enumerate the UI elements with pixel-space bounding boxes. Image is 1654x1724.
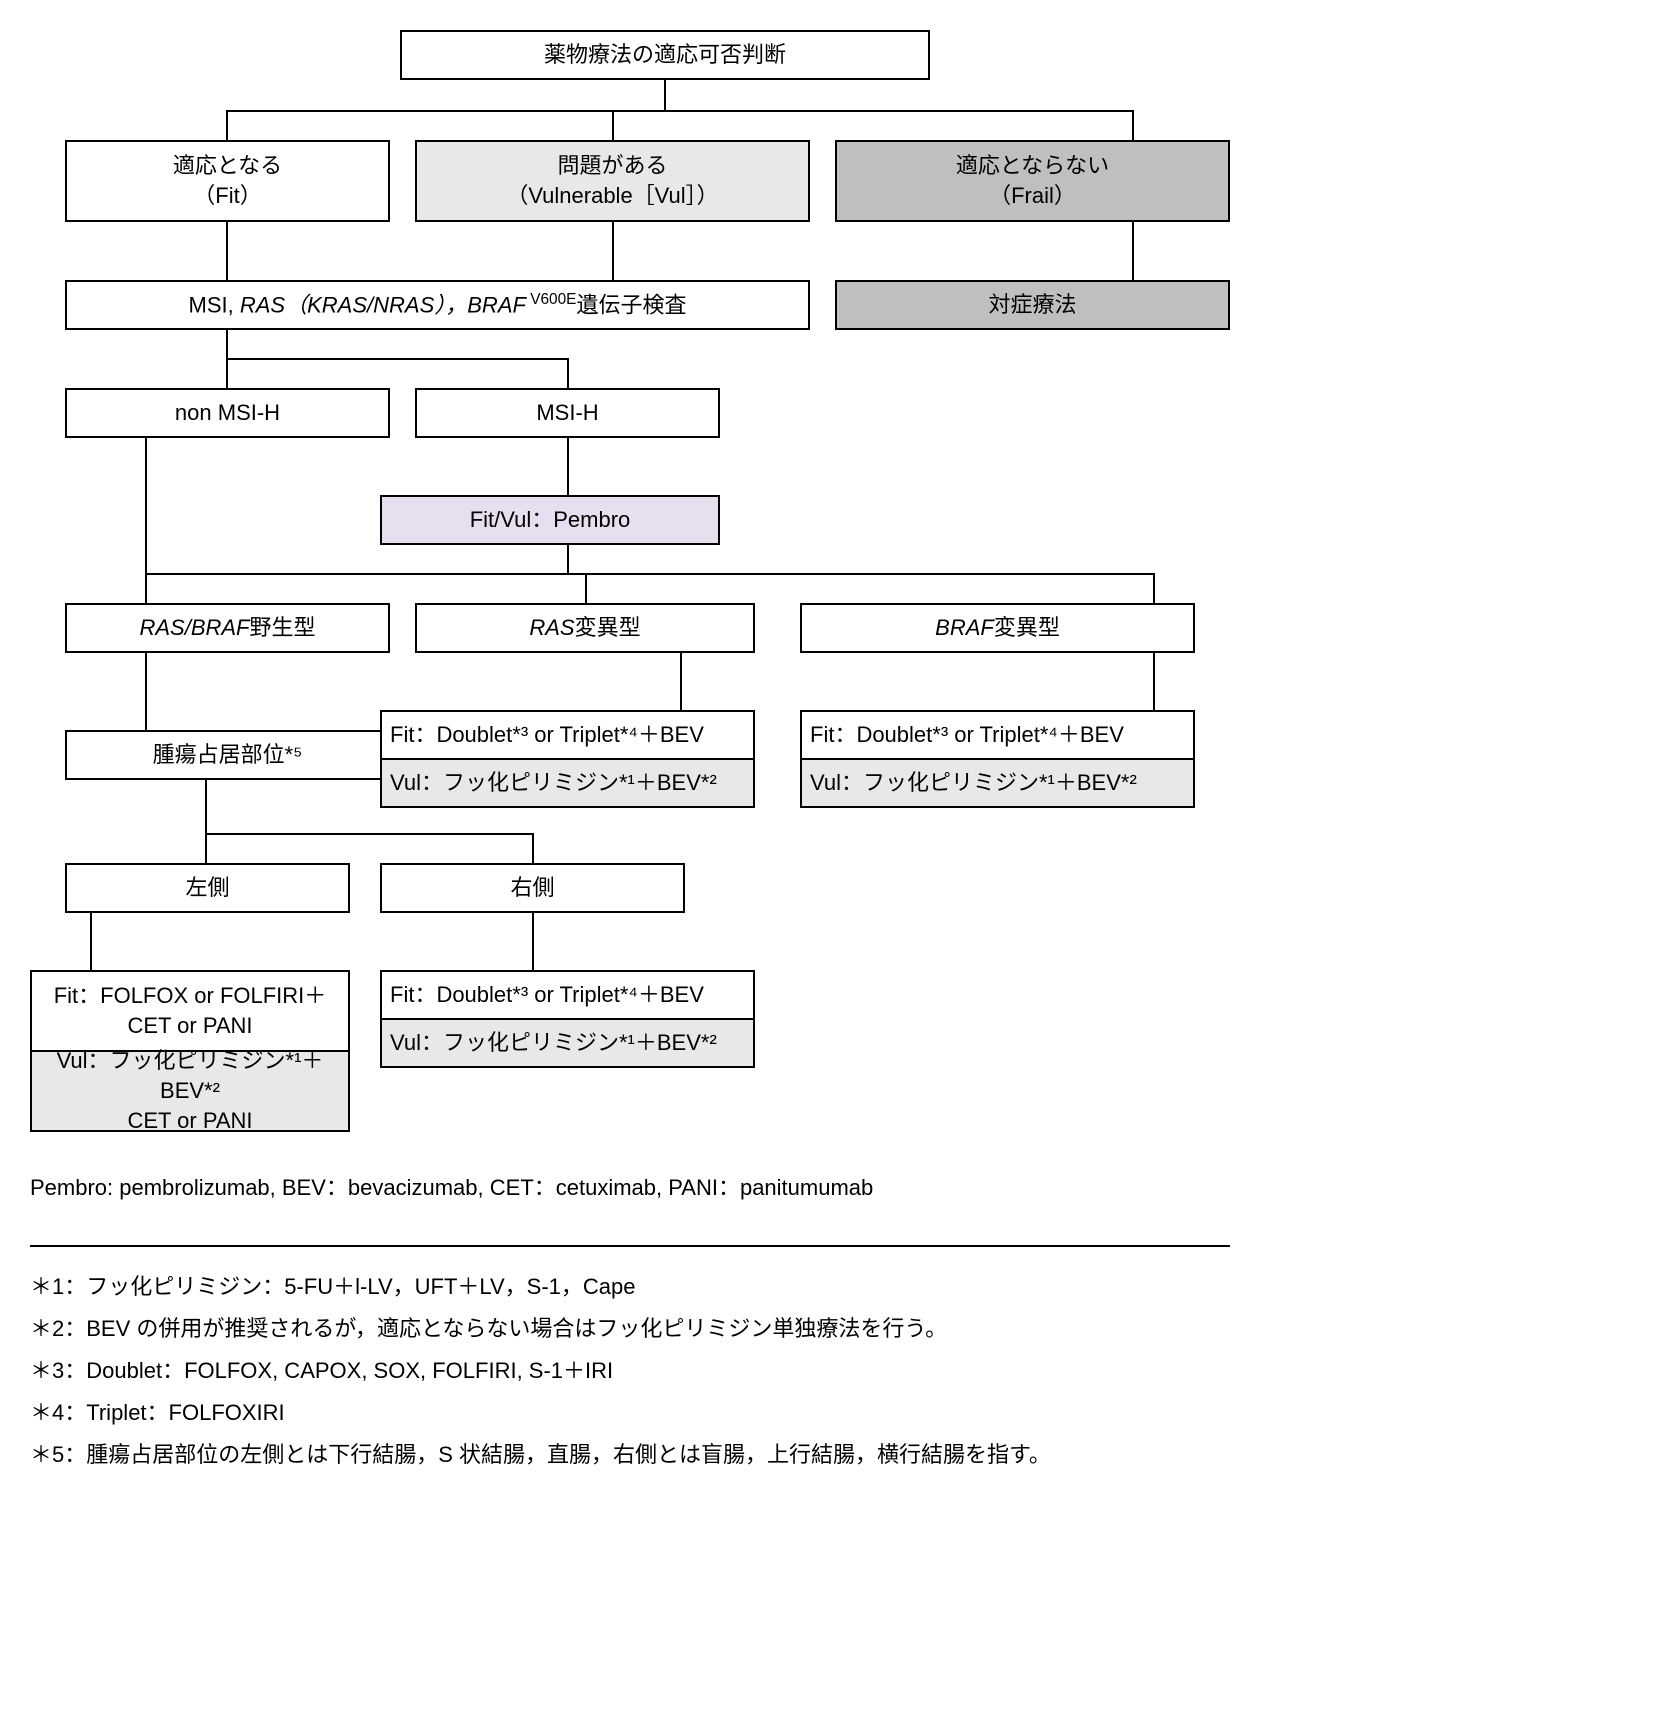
edge [205, 780, 207, 863]
footnote-5: ＊5：腫瘍占居部位の左側とは下行結腸，S 状結腸，直腸，右側とは盲腸，上行結腸，… [30, 1438, 1051, 1472]
right-fit-label: Fit：Doublet*³ or Triplet*⁴＋BEV [390, 980, 704, 1010]
edge [664, 80, 666, 110]
node-vul-l1: 問題がある [506, 151, 718, 181]
gene-pre: MSI, [189, 292, 240, 317]
node-ras-vul: Vul：フッ化ピリミジン*¹＋BEV*² [380, 758, 755, 808]
edge [612, 222, 614, 280]
flowchart-canvas: 薬物療法の適応可否判断 適応となる （Fit） 問題がある （Vulnerabl… [30, 30, 1624, 1694]
edge [145, 653, 147, 730]
footnote-1: ＊1：フッ化ピリミジン：5-FU＋l-LV，UFT＋LV，S-1，Cape [30, 1270, 636, 1304]
node-vul-l2: （Vulnerable［Vul］） [506, 181, 718, 211]
node-frail-l1: 適応とならない [956, 151, 1109, 181]
gene-ital: RAS（KRAS/NRAS），BRAF [240, 292, 526, 317]
pembro-label: Fit/Vul：Pembro [470, 505, 631, 535]
node-braf-mut: BRAF変異型 [800, 603, 1195, 653]
node-non-msi-h: non MSI-H [65, 388, 390, 438]
braf-fit-label: Fit：Doublet*³ or Triplet*⁴＋BEV [810, 720, 1124, 750]
edge [226, 222, 228, 280]
node-palliative: 対症療法 [835, 280, 1230, 330]
gene-sup: V600E [526, 291, 577, 308]
edge [532, 833, 534, 863]
node-left-vul: Vul：フッ化ピリミジン*¹＋BEV*² CET or PANI [30, 1050, 350, 1132]
node-right-fit: Fit：Doublet*³ or Triplet*⁴＋BEV [380, 970, 755, 1020]
node-fit: 適応となる （Fit） [65, 140, 390, 222]
ras-ital: RAS [529, 615, 574, 640]
edge [226, 110, 1134, 112]
right-vul-label: Vul：フッ化ピリミジン*¹＋BEV*² [390, 1028, 717, 1058]
node-frail-l2: （Frail） [956, 181, 1109, 211]
node-right: 右側 [380, 863, 685, 913]
node-ras-braf-wt: RAS/BRAF野生型 [65, 603, 390, 653]
left-fit-l1: Fit：FOLFOX or FOLFIRI＋ [54, 981, 327, 1011]
node-pembro: Fit/Vul：Pembro [380, 495, 720, 545]
msi-h-label: MSI-H [536, 398, 598, 428]
node-ras-mut: RAS変異型 [415, 603, 755, 653]
tumor-loc-label: 腫瘍占居部位*⁵ [153, 740, 303, 770]
footnote-rule [30, 1245, 1230, 1247]
edge [145, 573, 1155, 575]
left-label: 左側 [185, 873, 229, 903]
node-braf-vul: Vul：フッ化ピリミジン*¹＋BEV*² [800, 758, 1195, 808]
node-right-vul: Vul：フッ化ピリミジン*¹＋BEV*² [380, 1018, 755, 1068]
node-root-label: 薬物療法の適応可否判断 [544, 40, 786, 70]
footnote-4: ＊4：Triplet：FOLFOXIRI [30, 1396, 285, 1430]
edge [226, 358, 568, 360]
node-braf-fit: Fit：Doublet*³ or Triplet*⁴＋BEV [800, 710, 1195, 760]
braf-vul-label: Vul：フッ化ピリミジン*¹＋BEV*² [810, 768, 1137, 798]
wt-ital: RAS/BRAF [139, 615, 249, 640]
edge [612, 110, 614, 140]
node-tumor-loc: 腫瘍占居部位*⁵ [65, 730, 390, 780]
edge [567, 438, 569, 495]
ras-vul-label: Vul：フッ化ピリミジン*¹＋BEV*² [390, 768, 717, 798]
left-vul-l2: CET or PANI [40, 1106, 340, 1136]
left-fit-l2: CET or PANI [54, 1011, 327, 1041]
right-label: 右側 [510, 873, 554, 903]
palliative-label: 対症療法 [988, 290, 1076, 320]
node-root: 薬物療法の適応可否判断 [400, 30, 930, 80]
node-left: 左側 [65, 863, 350, 913]
node-ras-fit: Fit：Doublet*³ or Triplet*⁴＋BEV [380, 710, 755, 760]
edge [585, 573, 587, 603]
wt-post: 野生型 [250, 615, 316, 640]
braf-post: 変異型 [994, 615, 1060, 640]
edge [1153, 653, 1155, 710]
edge [567, 358, 569, 388]
edge [1153, 573, 1155, 603]
node-fit-l1: 適応となる [173, 151, 282, 181]
edge [226, 110, 228, 140]
ras-braf-wt-label: RAS/BRAF野生型 [139, 613, 315, 643]
ras-fit-label: Fit：Doublet*³ or Triplet*⁴＋BEV [390, 720, 704, 750]
non-msi-h-label: non MSI-H [175, 398, 280, 428]
gene-post: 遺伝子検査 [576, 292, 686, 317]
braf-mut-label: BRAF変異型 [935, 613, 1060, 643]
node-fit-l2: （Fit） [173, 181, 282, 211]
braf-ital: BRAF [935, 615, 994, 640]
ras-post: 変異型 [575, 615, 641, 640]
edge [567, 545, 569, 575]
edge [145, 573, 147, 603]
footnote-3: ＊3：Doublet：FOLFOX, CAPOX, SOX, FOLFIRI, … [30, 1354, 613, 1388]
edge [205, 833, 532, 835]
node-gene-test: MSI, RAS（KRAS/NRAS），BRAF V600E遺伝子検査 [65, 280, 810, 330]
edge [90, 913, 92, 970]
ras-mut-label: RAS変異型 [529, 613, 640, 643]
node-left-fit: Fit：FOLFOX or FOLFIRI＋ CET or PANI [30, 970, 350, 1052]
gene-label: MSI, RAS（KRAS/NRAS），BRAF V600E遺伝子検査 [189, 290, 687, 320]
node-msi-h: MSI-H [415, 388, 720, 438]
node-vul: 問題がある （Vulnerable［Vul］） [415, 140, 810, 222]
edge [1132, 222, 1134, 280]
node-frail: 適応とならない （Frail） [835, 140, 1230, 222]
edge [1132, 110, 1134, 140]
footnote-2: ＊2：BEV の併用が推奨されるが，適応とならない場合はフッ化ピリミジン単独療法… [30, 1312, 947, 1346]
left-vul-l1: Vul：フッ化ピリミジン*¹＋BEV*² [40, 1046, 340, 1105]
edge [680, 653, 682, 710]
edge [532, 913, 534, 970]
abbreviations: Pembro: pembrolizumab, BEV：bevacizumab, … [30, 1170, 873, 1202]
